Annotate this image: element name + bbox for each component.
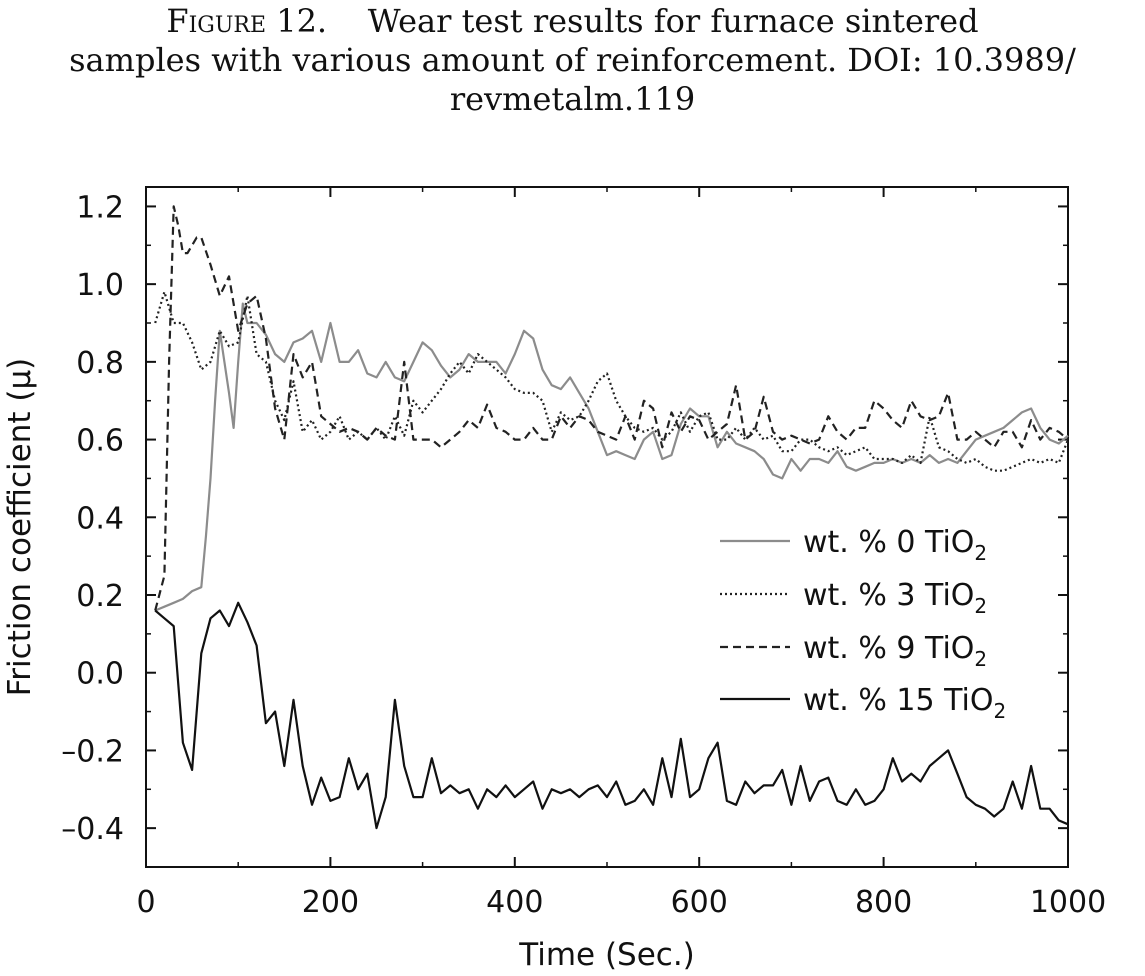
series-line-2 [154, 205, 1069, 611]
y-axis-title: Friction coefficient (µ) [2, 358, 38, 697]
x-tick-label: 800 [855, 885, 912, 920]
caption-line-3: revmetalm.119 [449, 80, 696, 118]
legend-label-text: wt. % 3 TiO [803, 578, 974, 613]
caption-text-line-1: Wear test results for furnace sintered [367, 2, 979, 40]
legend-label-1: wt. % 3 TiO2 [803, 578, 987, 618]
y-tick-label: –0.4 [61, 812, 124, 847]
y-tick-label: 1.0 [76, 268, 124, 303]
x-tick-label: 400 [486, 885, 543, 920]
series-lines [154, 205, 1070, 830]
series-line-1 [154, 290, 1070, 472]
y-tick-label: 0.6 [76, 424, 124, 459]
legend-label-subscript: 2 [974, 647, 987, 671]
axis-ticks: 0 200 400 600 800 1000 –0.4 –0.2 0.0 0.2 0.4 0.6 0.8… [61, 187, 1106, 920]
caption-line-1: Figure 12. Wear test results for furnace… [0, 2, 1145, 41]
y-tick-label: 0.2 [76, 579, 124, 614]
legend-label-2: wt. % 9 TiO2 [803, 631, 987, 671]
legend-label-text: wt. % 0 TiO [803, 525, 974, 560]
y-tick-label: –0.2 [61, 734, 124, 769]
x-tick-label: 0 [136, 885, 155, 920]
x-axis-title: Time (Sec.) [518, 937, 695, 973]
legend-label-subscript: 2 [993, 699, 1006, 723]
figure-caption: Figure 12. Wear test results for furnace… [0, 2, 1145, 119]
legend-label-text: wt. % 9 TiO [803, 631, 974, 666]
legend-label-subscript: 2 [974, 594, 987, 618]
y-tick-label: 0.0 [76, 657, 124, 692]
legend-label-3: wt. % 15 TiO2 [803, 683, 1006, 723]
y-tick-label: 0.8 [76, 346, 124, 381]
y-tick-label: 0.4 [76, 501, 124, 536]
x-tick-label: 600 [671, 885, 728, 920]
caption-figure-label: Figure 12. [166, 2, 328, 40]
x-tick-label: 1000 [1030, 885, 1106, 920]
caption-line-2: samples with various amount of reinforce… [69, 41, 1076, 79]
legend-label-subscript: 2 [974, 541, 987, 565]
y-tick-label: 1.2 [76, 190, 124, 225]
x-tick-label: 200 [302, 885, 359, 920]
series-line-0 [154, 302, 1069, 612]
legend-label-0: wt. % 0 TiO2 [803, 525, 987, 565]
legend-label-text: wt. % 15 TiO [803, 683, 993, 718]
series-line-3 [154, 601, 1069, 830]
